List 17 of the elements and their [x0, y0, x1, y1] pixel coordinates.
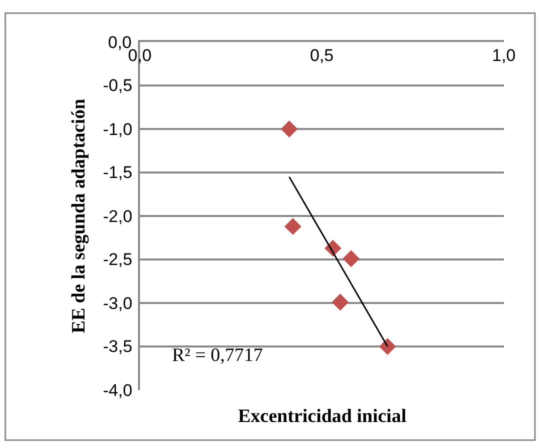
y-tick-label: -3,0 [103, 294, 132, 313]
y-tick-label: -3,5 [103, 337, 132, 356]
x-axis-title: Excentricidad inicial [238, 406, 406, 427]
y-axis-title: EE de la segunda adaptación [68, 98, 90, 334]
point [284, 218, 302, 235]
point [280, 120, 298, 138]
y-tick-label: -1,5 [103, 163, 132, 182]
y-tick-label: -1,0 [103, 120, 132, 139]
y-tick-label: -4,0 [103, 381, 132, 400]
x-tick-label: 0,5 [310, 46, 334, 65]
y-tick-label: -2,0 [103, 207, 132, 226]
y-tick-label: -2,5 [103, 250, 132, 269]
y-tick-label: -0,5 [103, 76, 132, 95]
point [332, 294, 349, 311]
x-tick-label: 1,0 [492, 46, 516, 65]
point [342, 250, 360, 268]
annotation: R² = 0,7717 [172, 345, 263, 366]
